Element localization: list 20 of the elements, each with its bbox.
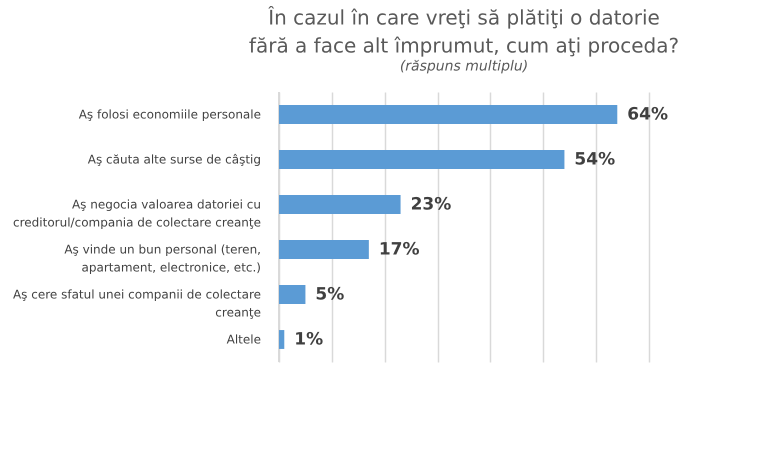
chart-title: În cazul în care vreţi să plătiţi o datorie fără a face alt împrumut, cum aţi proceda? [248,5,680,58]
y-tick-label: Aş folosi economiile personale [78,108,261,122]
chart-subtitle: (răspuns multiplu) [400,58,528,74]
y-tick-label: Aş cere sfatul unei companii de colectare creanţe [12,288,261,320]
y-tick-label: Aş căuta alte surse de câştig [88,152,261,166]
data-label: 17% [378,240,420,260]
bar [279,195,401,214]
y-tick-label: Aş negocia valoarea datoriei cu creditorul/compania de colectare creanţe [13,198,261,230]
bar [279,150,564,169]
bar [279,285,306,304]
data-label: 23% [410,194,452,214]
y-tick-label: Altele [226,332,261,346]
bar [279,330,284,349]
bar [279,105,618,124]
bar [279,240,369,259]
y-tick-label: Aş vinde un bun personal (teren, apartament, electronice, etc.) [64,242,261,274]
data-label: 64% [627,104,668,124]
data-label: 5% [315,284,344,304]
data-label: 1% [294,330,324,350]
data-label: 54% [574,150,616,170]
